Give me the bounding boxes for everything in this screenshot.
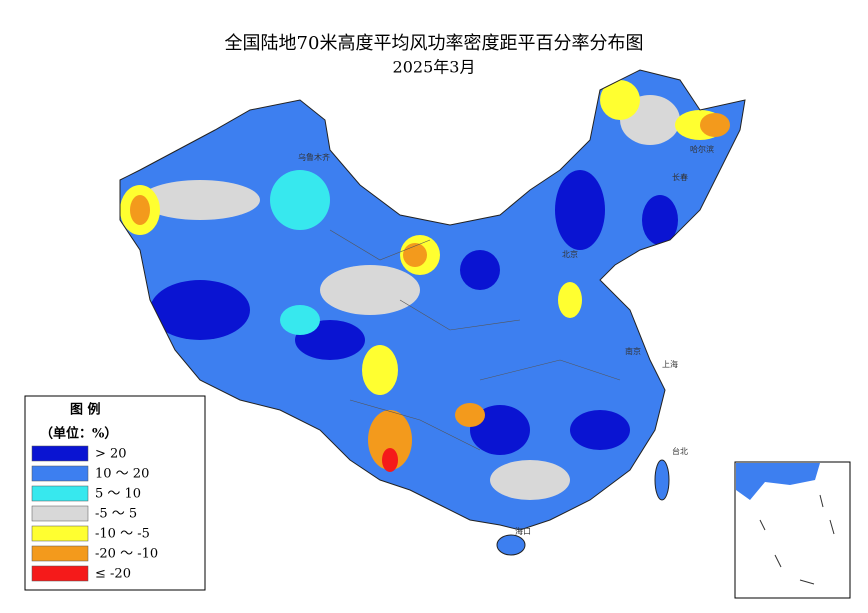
map-title: 全国陆地70米高度平均风功率密度距平百分率分布图 — [225, 33, 644, 54]
region — [642, 195, 678, 245]
map-subtitle: 2025年3月 — [393, 58, 476, 77]
region — [736, 463, 820, 500]
legend-label: -20 ～ -10 — [95, 547, 158, 562]
city-label: 乌鲁木齐 — [298, 152, 330, 162]
city-label: 哈尔滨 — [690, 144, 714, 154]
legend: 图 例 （单位：%） > 20 10 ～ 20 5 ～ 10 -5 ～ 5 -10 ～ … — [24, 395, 206, 591]
city-label: 海口 — [515, 526, 531, 536]
region — [490, 460, 570, 500]
legend-swatch — [31, 525, 89, 542]
region — [270, 170, 330, 230]
region — [555, 170, 605, 250]
city-label: 长春 — [672, 172, 688, 182]
legend-swatch — [31, 445, 89, 462]
region — [382, 448, 398, 472]
legend-swatch — [31, 505, 89, 522]
region — [455, 403, 485, 427]
region — [280, 305, 320, 335]
legend-unit: （单位：%） — [40, 426, 117, 442]
region — [320, 265, 420, 315]
legend-label: -5 ～ 5 — [95, 507, 137, 522]
region — [362, 345, 398, 395]
legend-label: -10 ～ -5 — [95, 527, 150, 542]
region — [470, 405, 530, 455]
legend-label: > 20 — [95, 447, 127, 462]
region — [368, 410, 412, 470]
legend-label: 10 ～ 20 — [95, 467, 149, 482]
city-label: 南京 — [625, 346, 641, 356]
region — [130, 195, 150, 225]
region — [460, 250, 500, 290]
legend-swatch — [31, 465, 89, 482]
legend-label: ≤ -20 — [95, 567, 131, 582]
legend-title: 图 例 — [70, 402, 101, 418]
city-label: 台北 — [672, 446, 688, 456]
city-label: 上海 — [662, 359, 678, 369]
inset — [734, 461, 851, 599]
legend-swatch — [31, 565, 89, 582]
province-boundary — [329, 229, 621, 451]
region — [570, 410, 630, 450]
legend-swatch — [31, 485, 89, 502]
region — [700, 113, 730, 137]
region — [558, 282, 582, 318]
legend-label: 5 ～ 10 — [95, 487, 141, 502]
legend-swatch — [31, 545, 89, 562]
city-label: 北京 — [562, 249, 578, 259]
dash-line — [759, 494, 835, 585]
region — [403, 243, 427, 267]
region — [150, 280, 250, 340]
region — [600, 80, 640, 120]
region — [140, 180, 260, 220]
